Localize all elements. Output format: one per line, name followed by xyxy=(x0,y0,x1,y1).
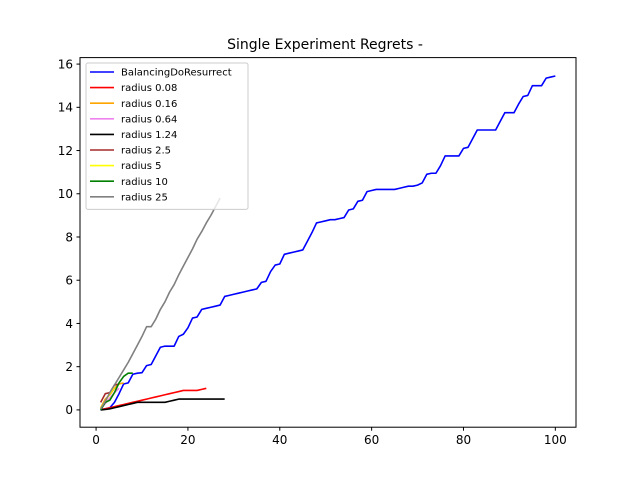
legend-label-balancingdoresurrect: BalancingDoResurrect xyxy=(121,68,232,79)
x-tick-label: 60 xyxy=(364,433,379,447)
x-tick-label: 100 xyxy=(544,433,567,447)
chart-title: Single Experiment Regrets - xyxy=(227,37,423,53)
y-tick-label: 2 xyxy=(65,360,73,374)
series-line-radius-10 xyxy=(99,372,133,411)
y-tick-label: 10 xyxy=(58,187,73,201)
legend-label-radius-5: radius 5 xyxy=(121,161,161,172)
legend-label-radius-0-64: radius 0.64 xyxy=(121,114,177,125)
y-tick-label: 8 xyxy=(65,230,73,244)
legend-label-radius-0-08: radius 0.08 xyxy=(121,83,177,94)
y-tick-label: 0 xyxy=(65,403,73,417)
legend-box xyxy=(85,62,249,210)
x-tick-label: 0 xyxy=(92,433,100,447)
x-axis-ticks: 0 20 40 60 80 100 xyxy=(92,427,567,447)
series-line-radius-0-08 xyxy=(100,387,207,411)
series-line-radius-25 xyxy=(99,197,221,410)
y-axis-ticks: 0 2 4 6 8 10 12 14 16 xyxy=(58,57,80,417)
legend-label-radius-25: radius 25 xyxy=(121,192,168,203)
y-tick-label: 16 xyxy=(58,57,73,71)
x-tick-label: 80 xyxy=(456,433,471,447)
plot-frame xyxy=(79,57,577,428)
y-tick-label: 6 xyxy=(65,274,73,288)
y-tick-label: 4 xyxy=(65,317,73,331)
series-line-radius-1-24 xyxy=(100,398,225,411)
y-tick-label: 12 xyxy=(58,144,73,158)
y-tick-label: 14 xyxy=(58,101,73,115)
legend: BalancingDoResurrect radius 0.08 radius 0.… xyxy=(85,62,249,210)
x-tick-label: 20 xyxy=(180,433,195,447)
x-tick-label: 40 xyxy=(272,433,287,447)
legend-label-radius-2-5: radius 2.5 xyxy=(121,146,171,157)
legend-label-radius-1-24: radius 1.24 xyxy=(121,130,177,141)
legend-label-radius-0-16: radius 0.16 xyxy=(121,99,177,110)
series-line-balancingdoresurrect xyxy=(100,75,556,411)
plot-lines xyxy=(99,75,556,411)
legend-label-radius-10: radius 10 xyxy=(121,177,168,188)
